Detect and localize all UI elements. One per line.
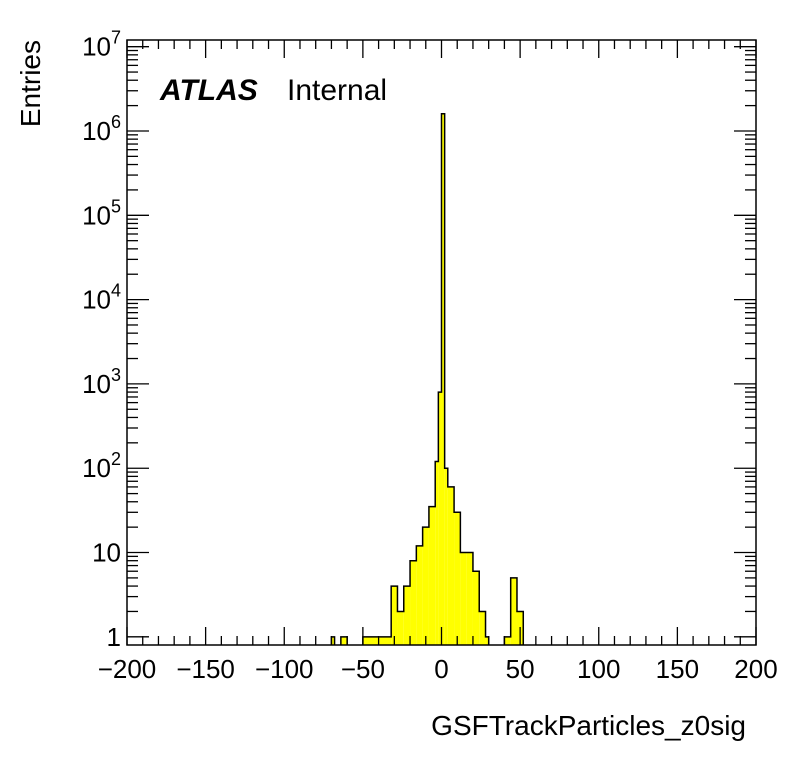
histogram-bin (416, 545, 423, 645)
histogram-bin (504, 636, 511, 645)
histogram-bin (391, 586, 398, 645)
x-tick-label: −150 (176, 654, 235, 684)
atlas-label: ATLAS (159, 74, 258, 107)
x-tick-label: −50 (341, 654, 385, 684)
histogram-bin (340, 636, 348, 645)
histogram-bin (435, 461, 439, 645)
histogram-bin (485, 636, 489, 645)
histogram-bin (454, 512, 461, 645)
x-tick-label: −200 (98, 654, 157, 684)
histogram-bin (441, 113, 445, 646)
y-tick-labels: 1 10 102 103 104 105 106 107 (82, 28, 121, 652)
histogram-bins (330, 113, 525, 646)
y-tick-label: 105 (82, 196, 121, 230)
histogram-bin (510, 577, 517, 645)
x-tick-label: 50 (506, 654, 535, 684)
y-tick-label: 107 (82, 28, 121, 62)
histogram-outline (330, 113, 525, 645)
internal-label: Internal (287, 74, 387, 107)
y-axis-title: Entries (15, 40, 46, 127)
histogram-bin (410, 560, 417, 645)
y-tick-label: 10 (92, 538, 121, 568)
x-tick-label: −100 (255, 654, 314, 684)
y-tick-label: 1 (107, 622, 121, 652)
histogram-bin (422, 527, 429, 645)
histogram-bin (403, 586, 411, 645)
histogram-bin (331, 636, 335, 645)
axis-ticks (126, 40, 757, 645)
histogram-bin (362, 636, 392, 645)
y-tick-label: 103 (82, 365, 121, 399)
x-tick-label: 150 (656, 654, 699, 684)
x-axis-title: GSFTrackParticles_z0sig (431, 710, 746, 741)
histogram-bin (428, 506, 436, 645)
x-tick-label: 200 (734, 654, 777, 684)
histogram-bin (466, 552, 473, 645)
histogram-bin (460, 552, 467, 645)
histogram-bin (472, 571, 480, 645)
x-tick-label: 100 (577, 654, 620, 684)
histogram-bin (479, 611, 486, 645)
x-tick-labels: −200 −150 −100 −50 0 50 100 150 200 (98, 654, 778, 684)
histogram-bin (447, 486, 455, 645)
y-tick-label: 104 (82, 281, 121, 315)
histogram-bin (438, 392, 442, 645)
histogram-bin (444, 468, 448, 645)
plot-frame (126, 39, 757, 646)
x-tick-label: 0 (434, 654, 448, 684)
histogram-bin (397, 611, 404, 645)
y-tick-label: 106 (82, 112, 121, 146)
y-tick-label: 102 (82, 449, 121, 483)
